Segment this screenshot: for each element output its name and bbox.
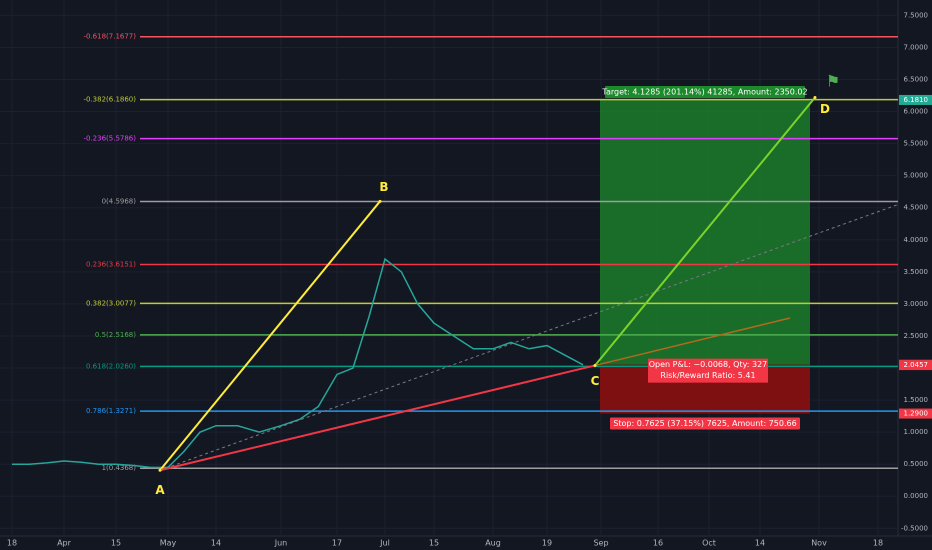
trend-extension	[159, 204, 899, 471]
x-tick-label: 15	[111, 539, 121, 548]
x-tick-label: Sep	[593, 539, 608, 548]
trend-ac	[159, 364, 596, 472]
x-tick-label: 18	[873, 539, 883, 548]
price-marker-label: 1.2900	[904, 410, 929, 418]
x-tick-label: Oct	[702, 539, 716, 548]
point-marker	[158, 468, 162, 472]
y-tick-label: 7.0000	[904, 43, 929, 51]
price-marker-label: 2.0457	[904, 361, 929, 369]
y-tick-label: 1.5000	[904, 396, 929, 404]
y-tick-label: 3.5000	[904, 268, 929, 276]
y-tick-label: 7.5000	[904, 11, 929, 19]
x-tick-label: 14	[755, 539, 765, 548]
fib-label: -0.618(7.1677)	[83, 33, 136, 41]
y-tick-label: 1.0000	[904, 428, 929, 436]
fib-label: 0.5(2.5168)	[95, 331, 136, 339]
trend-ab	[159, 200, 381, 471]
trend-cd	[594, 96, 816, 367]
price-marker-label: 6.1810	[904, 96, 929, 104]
x-tick-label: 16	[653, 539, 663, 548]
x-tick-label: Apr	[57, 539, 72, 548]
point-label: D	[820, 102, 830, 116]
price-marker	[899, 360, 932, 371]
point-label: B	[379, 180, 388, 194]
x-tick-label: 17	[332, 539, 342, 548]
y-tick-label: -0.5000	[901, 524, 928, 532]
y-tick-label: 0.5000	[904, 460, 929, 468]
fib-label: 0.786(1.3271)	[86, 407, 136, 415]
point-label: A	[155, 483, 165, 497]
fib-label: 0.236(3.6151)	[86, 260, 136, 268]
fib-label: -0.236(5.5786)	[83, 135, 136, 143]
target-label: Target: 4.1285 (201.14%) 41285, Amount: …	[601, 87, 807, 96]
target-label-bg	[605, 85, 805, 98]
fib-label: 0.382(3.0077)	[86, 299, 136, 307]
point-label: C	[591, 374, 600, 388]
fib-label: -0.382(6.1860)	[83, 96, 136, 104]
x-tick-label: 14	[211, 539, 221, 548]
fib-label: 1(0.4368)	[102, 464, 137, 472]
x-tick-label: 15	[429, 539, 439, 548]
x-tick-label: 18	[7, 539, 17, 548]
rr-label: Risk/Reward Ratio: 5.41	[660, 371, 755, 380]
x-tick-label: Nov	[811, 539, 827, 548]
point-marker	[813, 95, 817, 99]
trend-extension	[594, 317, 791, 367]
y-tick-label: 6.5000	[904, 76, 929, 84]
flag-icon: ⚑	[826, 72, 840, 91]
y-tick-label: 6.0000	[904, 108, 929, 116]
x-tick-label: Jul	[379, 539, 390, 548]
y-tick-label: 5.5000	[904, 140, 929, 148]
y-tick-label: 2.5000	[904, 332, 929, 340]
point-marker	[378, 199, 382, 203]
x-tick-label: Aug	[485, 539, 501, 548]
fib-label: 0.618(2.0260)	[86, 362, 136, 370]
fib-label: 0(4.5968)	[102, 198, 137, 206]
price-marker	[899, 94, 932, 105]
pnl-label: Open P&L: −0.0068, Qty: 327	[649, 360, 768, 369]
y-tick-label: 4.5000	[904, 204, 929, 212]
y-tick-label: 4.0000	[904, 236, 929, 244]
y-tick-label: 0.0000	[904, 492, 929, 500]
stop-label-bg	[610, 417, 800, 430]
price-line	[12, 257, 584, 469]
x-tick-label: May	[160, 539, 177, 548]
y-tick-label: 5.0000	[904, 172, 929, 180]
pnl-bg	[648, 358, 768, 383]
x-tick-label: Jun	[274, 539, 288, 548]
y-tick-label: 3.0000	[904, 300, 929, 308]
x-tick-label: 19	[542, 539, 552, 548]
stop-label: Stop: 0.7625 (37.15%) 7625, Amount: 750.…	[613, 419, 796, 428]
price-marker	[899, 408, 932, 419]
point-marker	[593, 363, 597, 367]
